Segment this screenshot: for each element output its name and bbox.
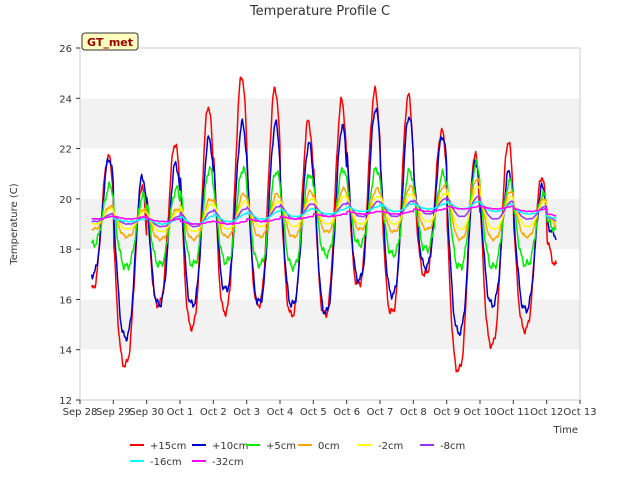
x-tick-label: Oct 11	[497, 407, 530, 418]
grid-band	[80, 98, 580, 149]
legend-label: -8cm	[440, 441, 465, 452]
x-tick-label: Sep 30	[129, 407, 164, 418]
legend-label: -16cm	[150, 457, 182, 468]
x-tick-label: Oct 8	[400, 407, 427, 418]
x-tick-label: Oct 7	[367, 407, 394, 418]
x-tick-label: Oct 13	[563, 407, 596, 418]
x-tick-label: Oct 12	[530, 407, 563, 418]
x-axis-label: Time	[553, 425, 578, 436]
series-layer	[90, 76, 557, 373]
y-tick-label: 20	[59, 195, 72, 206]
x-tick-label: Sep 29	[96, 407, 131, 418]
legend-label: -2cm	[378, 441, 403, 452]
legend-label: -32cm	[212, 457, 244, 468]
x-tick-label: Oct 2	[200, 407, 227, 418]
y-tick-label: 14	[59, 346, 72, 357]
x-tick-label: Oct 9	[433, 407, 460, 418]
plot-frame	[79, 47, 581, 401]
site-badge-box	[81, 32, 139, 51]
y-tick-label: 16	[59, 295, 72, 306]
y-tick-label: 24	[59, 94, 72, 105]
series-line--32cm	[91, 205, 557, 226]
x-tick-label: Oct 6	[333, 407, 360, 418]
series-line-+5cm	[90, 158, 557, 272]
legend-label: 0cm	[318, 441, 340, 452]
x-tick-label: Sep 28	[63, 407, 98, 418]
legend-label: +10cm	[212, 441, 248, 452]
grid-band	[80, 299, 580, 350]
y-tick-label: 18	[59, 245, 72, 256]
legend: +15cm +10cm +5cm 0cm -2cm -8cm -16cm -32cm	[130, 441, 465, 468]
series-line--2cm	[91, 185, 557, 233]
y-tick-label: 26	[59, 44, 72, 55]
site-badge-label: GT_met	[87, 36, 133, 49]
x-tick-label: Oct 5	[300, 407, 327, 418]
x-tick-label: Oct 3	[233, 407, 260, 418]
legend-label: +15cm	[150, 441, 186, 452]
x-tick-label: Oct 10	[463, 407, 496, 418]
x-tick-label: Oct 1	[167, 407, 194, 418]
y-axis-label: Temperature (C)	[9, 183, 20, 265]
y-tick-label: 12	[59, 396, 72, 407]
x-tick-label: Oct 4	[267, 407, 294, 418]
y-tick-label: 22	[59, 145, 72, 156]
chart-title: Temperature Profile C	[249, 4, 390, 19]
y-axis: 12 14 16 18 20 22 24 26	[59, 44, 80, 407]
series-line--16cm	[91, 200, 557, 226]
legend-label: +5cm	[266, 441, 296, 452]
site-badge: GT_met	[81, 32, 139, 51]
